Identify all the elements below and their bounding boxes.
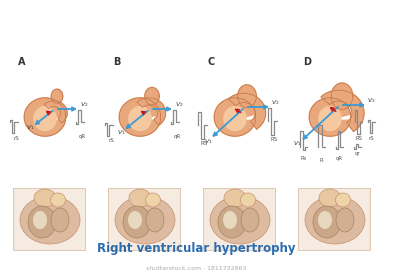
Text: $V_1$: $V_1$ xyxy=(293,139,302,148)
Text: Right ventricular hypertrophy: Right ventricular hypertrophy xyxy=(97,242,295,255)
Text: $V_2$: $V_2$ xyxy=(367,96,376,105)
Ellipse shape xyxy=(241,208,259,232)
Ellipse shape xyxy=(224,189,246,207)
Ellipse shape xyxy=(28,206,56,238)
Text: $V_1$: $V_1$ xyxy=(204,137,213,146)
Ellipse shape xyxy=(223,211,237,229)
Text: qR: qR xyxy=(173,134,181,139)
Text: RS: RS xyxy=(270,137,277,142)
Polygon shape xyxy=(238,85,256,108)
Ellipse shape xyxy=(34,189,56,207)
Ellipse shape xyxy=(336,208,354,232)
Ellipse shape xyxy=(336,193,351,207)
Ellipse shape xyxy=(123,206,151,238)
Text: qr: qr xyxy=(355,151,360,157)
Text: rS: rS xyxy=(13,136,19,141)
Text: RS: RS xyxy=(355,136,362,141)
Text: $V_1$: $V_1$ xyxy=(117,128,126,137)
Ellipse shape xyxy=(50,193,66,207)
Polygon shape xyxy=(51,89,63,103)
Text: R: R xyxy=(320,158,323,163)
Polygon shape xyxy=(319,107,341,130)
Ellipse shape xyxy=(51,208,69,232)
Ellipse shape xyxy=(146,208,164,232)
Polygon shape xyxy=(331,83,353,109)
Text: A: A xyxy=(18,57,26,67)
Polygon shape xyxy=(129,107,151,130)
Ellipse shape xyxy=(210,196,270,244)
Ellipse shape xyxy=(218,206,246,238)
Bar xyxy=(108,188,180,250)
Polygon shape xyxy=(24,98,66,136)
Ellipse shape xyxy=(115,196,175,244)
Ellipse shape xyxy=(145,193,160,207)
Text: RS: RS xyxy=(200,141,208,146)
Ellipse shape xyxy=(241,193,255,207)
Polygon shape xyxy=(137,98,165,125)
Text: qR: qR xyxy=(336,156,343,161)
Polygon shape xyxy=(224,107,246,130)
Ellipse shape xyxy=(33,211,47,229)
Polygon shape xyxy=(44,101,67,123)
Ellipse shape xyxy=(313,206,341,238)
Text: Rs: Rs xyxy=(300,156,307,161)
Polygon shape xyxy=(309,98,351,136)
Text: B: B xyxy=(113,57,120,67)
Text: C: C xyxy=(208,57,215,67)
Polygon shape xyxy=(321,90,364,131)
Text: $V_2$: $V_2$ xyxy=(271,98,279,107)
Bar xyxy=(298,188,370,250)
Polygon shape xyxy=(119,98,161,136)
Text: rS: rS xyxy=(108,138,114,143)
Polygon shape xyxy=(214,98,255,136)
Text: qR: qR xyxy=(78,134,86,139)
Ellipse shape xyxy=(305,196,365,244)
Polygon shape xyxy=(34,107,56,130)
Ellipse shape xyxy=(128,211,142,229)
Bar xyxy=(203,188,275,250)
Text: $V_1$: $V_1$ xyxy=(26,123,35,132)
Polygon shape xyxy=(145,87,159,105)
Text: rS: rS xyxy=(369,136,374,141)
Ellipse shape xyxy=(319,189,341,207)
Text: shutterstock.com · 1811732863: shutterstock.com · 1811732863 xyxy=(146,266,246,271)
Text: D: D xyxy=(303,57,311,67)
Ellipse shape xyxy=(20,196,80,244)
Text: $V_2$: $V_2$ xyxy=(80,100,88,109)
Polygon shape xyxy=(228,93,266,129)
Bar xyxy=(13,188,85,250)
Ellipse shape xyxy=(129,189,151,207)
Text: $V_2$: $V_2$ xyxy=(175,100,184,109)
Ellipse shape xyxy=(318,211,332,229)
